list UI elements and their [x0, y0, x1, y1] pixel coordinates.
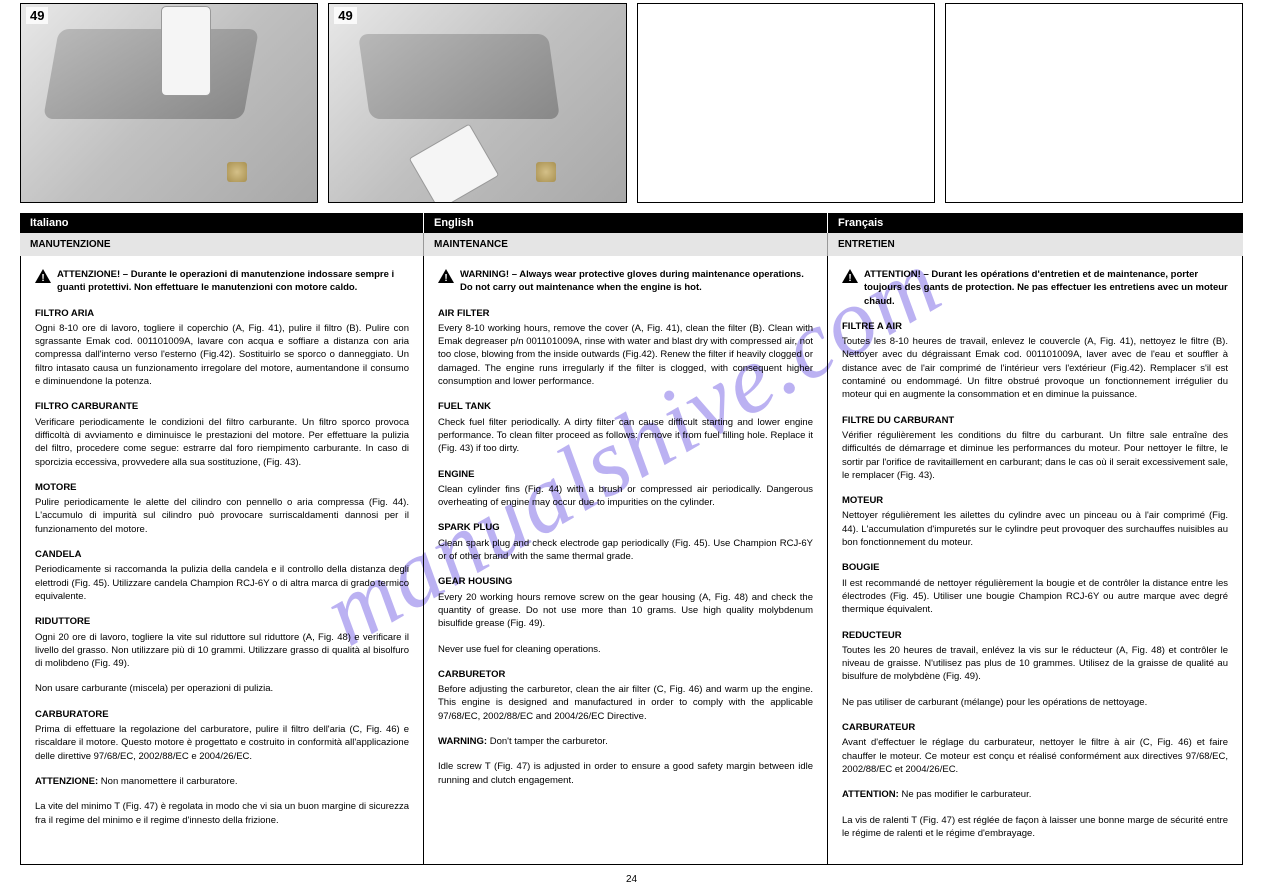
subheader-italian: MANUTENZIONE — [20, 233, 424, 256]
section-title: MOTORE — [35, 481, 409, 494]
section-text: Il est recommandé de nettoyer régulièrem… — [842, 577, 1228, 617]
section-text: Toutes les 20 heures de travail, enlévez… — [842, 644, 1228, 684]
warning-icon: ! — [35, 269, 51, 283]
section-text: Ne pas utiliser de carburant (mélange) p… — [842, 696, 1228, 709]
section-title: FILTRE DU CARBURANT — [842, 414, 1228, 427]
svg-text:!: ! — [848, 273, 851, 283]
section-text: Verificare periodicamente le condizioni … — [35, 416, 409, 469]
section-text: Toutes les 8-10 heures de travail, enlev… — [842, 335, 1228, 401]
section-title: SPARK PLUG — [438, 521, 813, 534]
section-title: CARBURATORE — [35, 708, 409, 721]
image-box-4 — [945, 3, 1243, 203]
caution-text: Don't tamper the carburetor. — [490, 736, 608, 747]
warning-text: ATTENTION! – Durant les opérations d'ent… — [864, 268, 1228, 308]
section-text: Idle screw T (Fig. 47) is adjusted in or… — [438, 760, 813, 787]
bolt-illustration — [536, 162, 556, 182]
caution-block: ATTENZIONE: Non manomettere il carburato… — [35, 775, 409, 788]
caution-label: ATTENZIONE: — [35, 776, 98, 787]
section-text: Avant d'effectuer le réglage du carburat… — [842, 736, 1228, 776]
language-header: Italiano English Français — [20, 213, 1243, 233]
section-text: Non usare carburante (miscela) per opera… — [35, 682, 409, 695]
content-row: ! ATTENZIONE! – Durante le operazioni di… — [20, 256, 1243, 865]
section-text: La vis de ralenti T (Fig. 47) est réglée… — [842, 814, 1228, 841]
section-text: Every 8-10 working hours, remove the cov… — [438, 322, 813, 388]
subheader-english: MAINTENANCE — [424, 233, 828, 256]
section-title: FILTRO CARBURANTE — [35, 400, 409, 413]
section-text: La vite del minimo T (Fig. 47) è regolat… — [35, 800, 409, 827]
page-number: 24 — [626, 874, 637, 885]
section-text: Clean spark plug and check electrode gap… — [438, 537, 813, 564]
image-number-2: 49 — [334, 7, 356, 24]
section-title: FILTRO ARIA — [35, 307, 409, 320]
section-text: Never use fuel for cleaning operations. — [438, 643, 813, 656]
header-italian: Italiano — [20, 213, 424, 233]
warning-icon: ! — [438, 269, 454, 283]
section-title: CANDELA — [35, 548, 409, 561]
subheader-french: ENTRETIEN — [828, 233, 1243, 256]
gear-illustration — [43, 29, 259, 119]
section-title: AIR FILTER — [438, 307, 813, 320]
caution-label: WARNING: — [438, 736, 487, 747]
section-title: GEAR HOUSING — [438, 575, 813, 588]
section-title: REDUCTEUR — [842, 629, 1228, 642]
warning-icon: ! — [842, 269, 858, 283]
tube-illustration — [409, 124, 500, 203]
section-text: Pulire periodicamente le alette del cili… — [35, 496, 409, 536]
svg-text:!: ! — [41, 273, 44, 283]
section-text: Periodicamente si raccomanda la pulizia … — [35, 563, 409, 603]
image-box-2: 49 — [328, 3, 626, 203]
image-box-3 — [637, 3, 935, 203]
section-text: Check fuel filter periodically. A dirty … — [438, 416, 813, 456]
section-title: CARBURATEUR — [842, 721, 1228, 734]
warning-block: ! WARNING! – Always wear protective glov… — [438, 268, 813, 295]
section-text: Ogni 8-10 ore di lavoro, togliere il cop… — [35, 322, 409, 388]
section-title: CARBURETOR — [438, 668, 813, 681]
section-text: Every 20 working hours remove screw on t… — [438, 591, 813, 631]
caution-text: Ne pas modifier le carburateur. — [901, 789, 1031, 800]
bolt-illustration — [227, 162, 247, 182]
section-title: FUEL TANK — [438, 400, 813, 413]
section-text: Clean cylinder fins (Fig. 44) with a bru… — [438, 483, 813, 510]
section-title: MOTEUR — [842, 494, 1228, 507]
image-box-1: 49 — [20, 3, 318, 203]
column-italian: ! ATTENZIONE! – Durante le operazioni di… — [20, 256, 424, 864]
section-subheader: MANUTENZIONE MAINTENANCE ENTRETIEN — [20, 233, 1243, 256]
section-title: RIDUTTORE — [35, 615, 409, 628]
caution-block: WARNING: Don't tamper the carburetor. — [438, 735, 813, 748]
image-number-1: 49 — [26, 7, 48, 24]
svg-text:!: ! — [444, 273, 447, 283]
section-text: Nettoyer régulièrement les ailettes du c… — [842, 509, 1228, 549]
section-text: Vérifier régulièrement les conditions du… — [842, 429, 1228, 482]
section-text: Ogni 20 ore di lavoro, togliere la vite … — [35, 631, 409, 671]
column-french: ! ATTENTION! – Durant les opérations d'e… — [828, 256, 1243, 864]
caution-block: ATTENTION: Ne pas modifier le carburateu… — [842, 788, 1228, 801]
caution-text: Non manomettere il carburatore. — [101, 776, 238, 787]
section-text: Prima di effettuare la regolazione del c… — [35, 723, 409, 763]
page-container: 49 49 Italiano English Français MANUTENZ… — [0, 0, 1263, 875]
section-title: FILTRE A AIR — [842, 320, 1228, 333]
warning-text: WARNING! – Always wear protective gloves… — [460, 268, 813, 295]
section-title: BOUGIE — [842, 561, 1228, 574]
warning-text: ATTENZIONE! – Durante le operazioni di m… — [57, 268, 409, 295]
warning-block: ! ATTENZIONE! – Durante le operazioni di… — [35, 268, 409, 295]
gear-illustration — [358, 34, 560, 119]
header-french: Français — [828, 213, 1243, 233]
caution-label: ATTENTION: — [842, 789, 899, 800]
section-title: ENGINE — [438, 468, 813, 481]
column-english: ! WARNING! – Always wear protective glov… — [424, 256, 828, 864]
tube-illustration — [161, 6, 211, 96]
image-row: 49 49 — [20, 3, 1243, 203]
header-english: English — [424, 213, 828, 233]
warning-block: ! ATTENTION! – Durant les opérations d'e… — [842, 268, 1228, 308]
section-text: Before adjusting the carburetor, clean t… — [438, 683, 813, 723]
